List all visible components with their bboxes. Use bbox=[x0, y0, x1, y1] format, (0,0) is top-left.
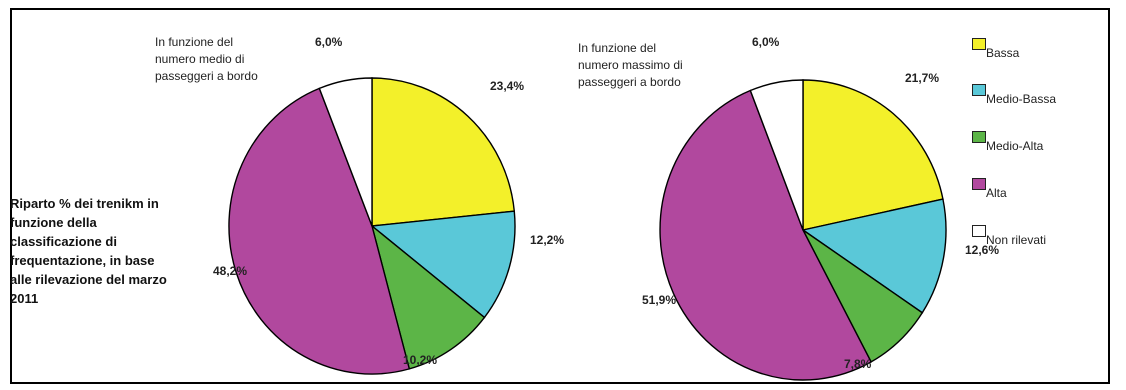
legend-label: Medio-Alta bbox=[986, 139, 1044, 153]
legend-swatch bbox=[972, 225, 986, 237]
pie-1-data-label: 12,2% bbox=[530, 233, 564, 247]
pie-2-title: In funzione del numero massimo di passeg… bbox=[578, 41, 683, 89]
pie-2-data-label: 21,7% bbox=[905, 71, 939, 85]
legend-swatch bbox=[972, 178, 986, 190]
legend-label: Medio-Bassa bbox=[986, 92, 1057, 106]
pie-2-slice-medio-bassa bbox=[801, 198, 947, 314]
pie-1-slice-bassa bbox=[371, 77, 516, 227]
pie-2-slice-alta bbox=[659, 89, 873, 381]
pie-1-slice-alta bbox=[228, 87, 411, 375]
pie-1-slice-non-rilevati bbox=[318, 77, 373, 227]
legend-swatch bbox=[972, 84, 986, 96]
pie-2-data-label: 6,0% bbox=[752, 35, 780, 49]
pie-2-slice-bassa bbox=[802, 79, 944, 231]
legend-swatch bbox=[972, 131, 986, 143]
legend-swatch bbox=[972, 38, 986, 50]
pie-1-data-label: 48,2% bbox=[213, 264, 247, 278]
legend-label: Non rilevati bbox=[986, 233, 1047, 247]
pie-1-data-label: 10,2% bbox=[403, 353, 437, 367]
side-note: Riparto % dei trenikm in funzione della … bbox=[10, 196, 167, 306]
legend-label: Alta bbox=[986, 186, 1007, 200]
pie-1-slice-medio-bassa bbox=[370, 210, 516, 319]
pie-2-slice-non-rilevati bbox=[749, 79, 804, 231]
pie-1-data-label: 6,0% bbox=[315, 35, 343, 49]
pie-2-data-label: 51,9% bbox=[642, 293, 676, 307]
pie-1-data-label: 23,4% bbox=[490, 79, 524, 93]
pie-1-title: In funzione del numero medio di passegge… bbox=[155, 35, 258, 83]
pie-2-data-label: 7,8% bbox=[844, 357, 872, 371]
legend-label: Bassa bbox=[986, 46, 1020, 60]
pie-2-data-label: 12,6% bbox=[965, 243, 999, 257]
